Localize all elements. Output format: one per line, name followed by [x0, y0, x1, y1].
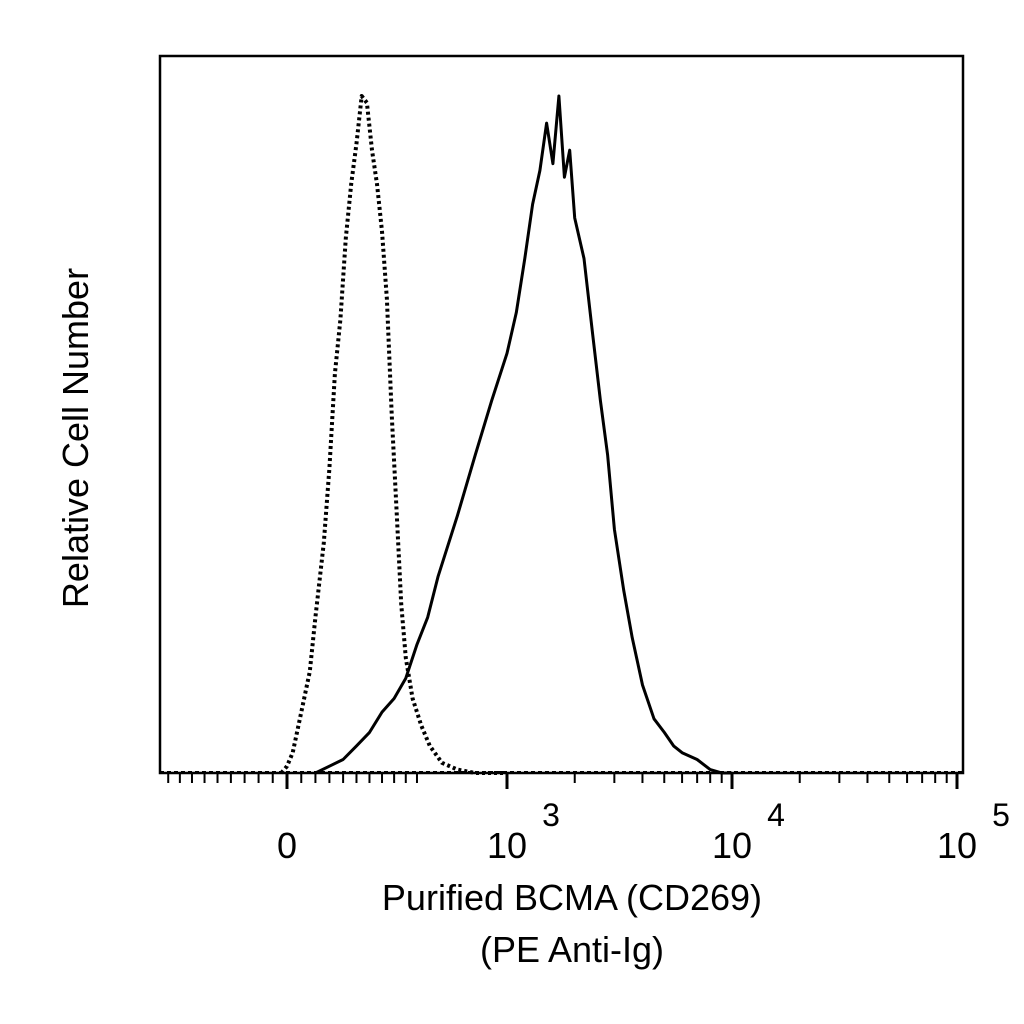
- histogram-series: [160, 94, 963, 775]
- x-tick-label: 10: [487, 825, 527, 866]
- isotype-control-histogram: [279, 94, 507, 775]
- x-tick-label: 10: [712, 825, 752, 866]
- x-tick-label: 10: [937, 825, 977, 866]
- x-tick-exponent: 4: [767, 797, 785, 833]
- x-axis-title-line2: (PE Anti-Ig): [480, 929, 664, 970]
- x-tick-label: 0: [277, 825, 297, 866]
- y-axis-title: Relative Cell Number: [55, 268, 96, 608]
- plot-frame: [158, 54, 965, 775]
- bcma-stained-histogram: [314, 94, 732, 775]
- x-axis-title: Purified BCMA (CD269): [382, 877, 762, 918]
- x-tick-exponent: 3: [542, 797, 560, 833]
- x-tick-labels: 0 10 3 10 4 10 5: [277, 797, 1010, 866]
- x-tick-exponent: 5: [992, 797, 1010, 833]
- x-minor-ticks: [167, 773, 959, 789]
